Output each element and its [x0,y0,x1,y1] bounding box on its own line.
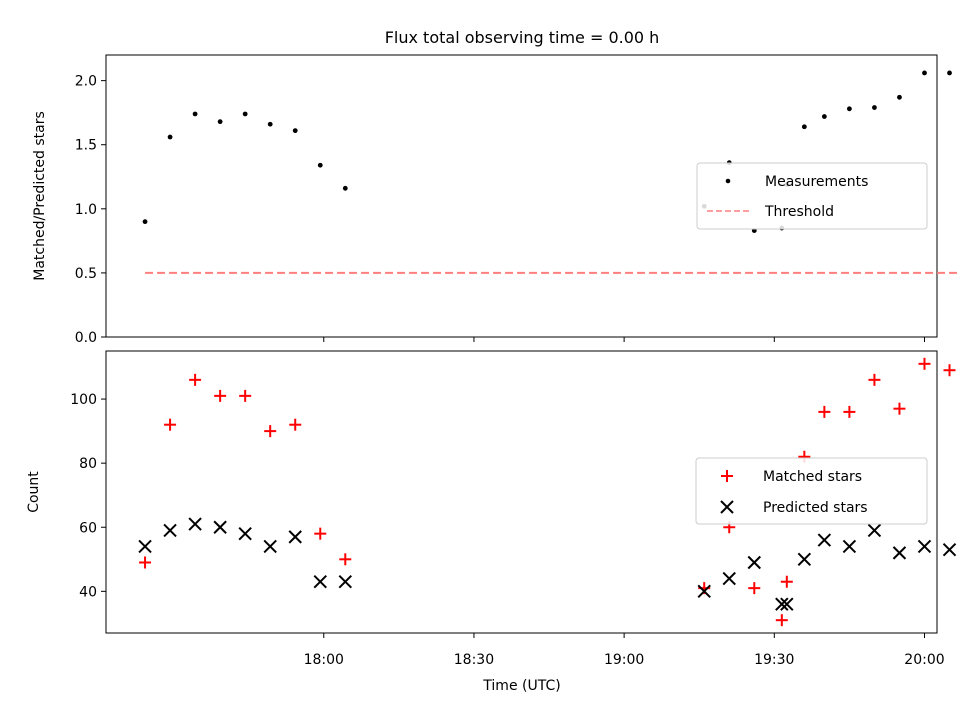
legend-measurements-label: Measurements [765,174,868,190]
measurement-point [872,105,877,110]
matched-star-point [289,418,302,431]
matched-star-point [339,553,352,566]
panel-counts-plot-area: 40 60 80 100 [70,357,957,638]
y-tick-label: 0.5 [75,266,97,282]
measurement-point [192,111,198,117]
x-axis: 18:00 18:30 19:00 19:30 20:00 [304,652,945,668]
predicted-star-point [288,530,302,544]
measurement-point [242,111,248,117]
legend-frame [696,162,928,230]
predicted-star-point [942,542,957,557]
predicted-star-point [263,539,277,554]
legend-dot-marker [725,178,731,184]
measurement-point [217,119,223,125]
matched-star-point [314,527,327,540]
matched-star-point [139,556,152,569]
predicted-star-point [188,517,202,531]
y-tick-label: 1.5 [75,138,97,154]
x-tick-label: 20:00 [904,652,944,668]
matched-star-point [775,614,788,627]
predicted-star-point [775,597,789,611]
y-tick-label: 40 [79,584,97,600]
panel-ratio-legend: Measurements Threshold [696,162,928,230]
predicted-star-point [238,526,252,541]
measurement-point [821,114,827,119]
legend-threshold-label: Threshold [764,204,834,220]
matched-star-point [780,575,793,588]
legend-plus-marker [721,470,733,482]
panel-ratio: 0.00.51.01.52.0 Matched/Predicted stars … [32,54,960,346]
predicted-star-point [697,584,711,599]
matched-star-point [893,402,906,415]
y-tick-label: 60 [79,520,97,536]
x-axis-label: Time (UTC) [482,678,560,694]
matched-star-point [843,405,856,418]
x-tick-label: 18:00 [304,652,344,668]
y-tick-label: 100 [70,392,97,408]
matched-star-point [239,389,252,402]
matched-star-point [189,373,202,386]
measurement-point [801,124,807,130]
predicted-star-point [780,597,794,611]
y-tick-label: 2.0 [75,74,97,90]
panel-ratio-frame [105,54,938,338]
matched-star-point [164,418,177,431]
y-tick-label: 0.0 [75,330,97,346]
measurement-point [292,128,298,134]
y-tick-label: 80 [79,456,97,472]
legend-frame [695,457,928,525]
legend-predicted-label: Predicted stars [763,500,868,516]
predicted-star-point [163,523,177,538]
measurement-point [342,185,348,191]
panel-ratio-ylabel: Matched/Predicted stars [32,111,48,281]
x-tick-label: 19:00 [604,652,644,668]
predicted-star-point [867,523,882,538]
measurement-point [897,94,902,100]
predicted-star-point [817,533,832,547]
matched-star-point [868,373,881,386]
matched-star-point [943,364,956,377]
predicted-star-point [722,571,736,586]
predicted-star-point [797,552,812,567]
predicted-star-point [313,575,327,589]
y-tick-label: 1.0 [75,202,97,218]
matched-star-point [264,425,277,438]
measurement-point [267,121,273,127]
predicted-star-point [892,546,907,560]
measurement-point [167,134,173,140]
legend-matched-label: Matched stars [763,469,862,485]
predicted-star-point [917,539,932,554]
predicted-star-point [213,520,227,534]
measurement-point [846,106,852,112]
x-tick-label: 18:30 [454,652,494,668]
panel-counts-ylabel: Count [26,471,42,513]
panel-counts-frame [105,350,938,634]
legend-x-marker [720,500,734,514]
measurement-point [922,70,927,76]
measurement-point [947,70,952,76]
matched-star-point [748,582,761,595]
chart-title: Flux total observing time = 0.00 h [385,28,660,47]
matched-star-point [818,405,831,418]
predicted-star-point [338,575,352,589]
panel-counts-legend: Matched stars Predicted stars [695,457,928,525]
panel-counts: 40 60 80 100 Count Matched stars Predicted … [26,350,957,638]
matched-star-point [918,357,931,370]
predicted-star-point [747,555,761,570]
measurement-point [317,162,323,168]
x-tick-label: 19:30 [754,652,794,668]
matched-star-point [214,389,227,402]
measurement-point [142,219,148,225]
predicted-star-point [842,539,857,554]
predicted-star-point [138,539,152,554]
